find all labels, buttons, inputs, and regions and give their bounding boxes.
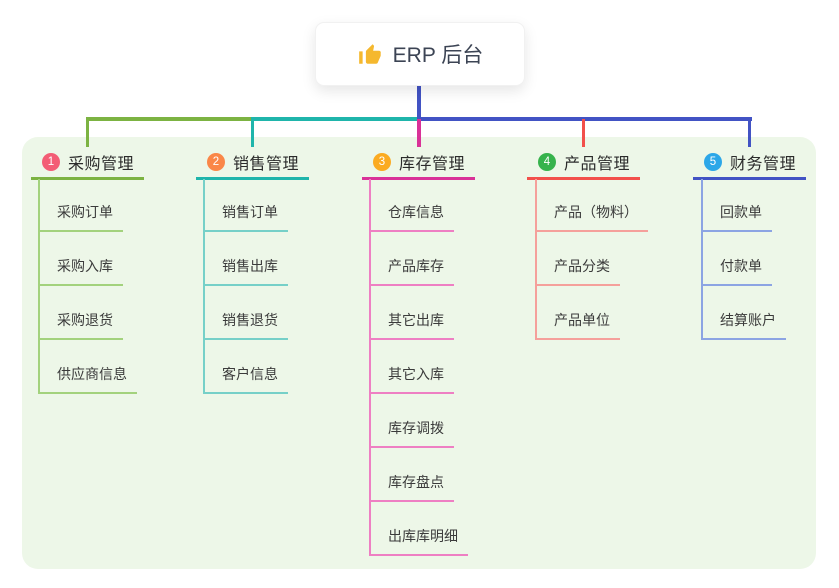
leaf-node[interactable]: 库存调拨 xyxy=(369,416,454,448)
leaf-node[interactable]: 销售订单 xyxy=(203,200,288,232)
branch1-number-badge: 1 xyxy=(42,153,60,171)
leaf-label: 销售出库 xyxy=(222,258,278,274)
leaf-node[interactable]: 出库库明细 xyxy=(369,524,468,556)
branch1-child-rail xyxy=(38,179,40,394)
branch4-title: 产品管理 xyxy=(564,156,631,173)
branch-node-product[interactable]: 4 产品管理 xyxy=(527,147,640,180)
leaf-node[interactable]: 其它入库 xyxy=(369,362,454,394)
leaf-node[interactable]: 销售退货 xyxy=(203,308,288,340)
branch5-title: 财务管理 xyxy=(730,156,797,173)
leaf-label: 产品单位 xyxy=(554,312,610,328)
leaf-node[interactable]: 库存盘点 xyxy=(369,470,454,502)
leaf-label: 出库库明细 xyxy=(388,528,458,544)
branch5-number-badge: 5 xyxy=(704,153,722,171)
branch4-number-badge: 4 xyxy=(538,153,556,171)
branch1-title: 采购管理 xyxy=(68,156,135,173)
leaf-label: 其它出库 xyxy=(388,312,444,328)
leaf-label: 产品库存 xyxy=(388,258,444,274)
leaf-label: 产品（物料） xyxy=(554,204,638,220)
leaf-label: 产品分类 xyxy=(554,258,610,274)
branch2-drop-line xyxy=(251,119,254,147)
leaf-node[interactable]: 采购订单 xyxy=(38,200,123,232)
leaf-node[interactable]: 供应商信息 xyxy=(38,362,137,394)
leaf-node[interactable]: 采购入库 xyxy=(38,254,123,286)
branch3-drop-line xyxy=(417,119,421,147)
bus-line-green xyxy=(86,117,252,121)
leaf-node[interactable]: 结算账户 xyxy=(701,308,786,340)
branch-node-sales[interactable]: 2 销售管理 xyxy=(196,147,309,180)
branch4-drop-line xyxy=(582,119,585,147)
leaf-label: 回款单 xyxy=(720,204,762,220)
leaf-label: 采购入库 xyxy=(57,258,113,274)
leaf-node[interactable]: 产品库存 xyxy=(369,254,454,286)
leaf-node[interactable]: 其它出库 xyxy=(369,308,454,340)
branch3-title: 库存管理 xyxy=(399,156,466,173)
leaf-label: 采购订单 xyxy=(57,204,113,220)
branch2-number-badge: 2 xyxy=(207,153,225,171)
branch2-title: 销售管理 xyxy=(233,156,300,173)
leaf-node[interactable]: 回款单 xyxy=(701,200,772,232)
leaf-label: 客户信息 xyxy=(222,366,278,382)
leaf-label: 其它入库 xyxy=(388,366,444,382)
branch1-drop-line xyxy=(86,119,89,147)
leaf-node[interactable]: 产品分类 xyxy=(535,254,620,286)
leaf-label: 库存调拨 xyxy=(388,420,444,436)
leaf-node[interactable]: 客户信息 xyxy=(203,362,288,394)
branch2-child-rail xyxy=(203,179,205,394)
branch-node-finance[interactable]: 5 财务管理 xyxy=(693,147,806,180)
leaf-label: 仓库信息 xyxy=(388,204,444,220)
branch3-number-badge: 3 xyxy=(373,153,391,171)
leaf-node[interactable]: 采购退货 xyxy=(38,308,123,340)
branch5-child-rail xyxy=(701,179,703,340)
branch4-child-rail xyxy=(535,179,537,340)
bus-line-teal xyxy=(251,117,419,121)
root-node[interactable]: ERP 后台 xyxy=(315,22,525,86)
branch5-drop-line xyxy=(748,119,751,147)
root-title: ERP 后台 xyxy=(392,44,484,67)
leaf-node[interactable]: 仓库信息 xyxy=(369,200,454,232)
leaf-label: 库存盘点 xyxy=(388,474,444,490)
leaf-label: 供应商信息 xyxy=(57,366,127,382)
leaf-label: 销售订单 xyxy=(222,204,278,220)
leaf-label: 结算账户 xyxy=(720,312,776,328)
leaf-node[interactable]: 产品（物料） xyxy=(535,200,648,232)
branches-background-panel xyxy=(22,137,816,569)
branch-node-purchase[interactable]: 1 采购管理 xyxy=(31,147,144,180)
leaf-node[interactable]: 销售出库 xyxy=(203,254,288,286)
branch-node-inventory[interactable]: 3 库存管理 xyxy=(362,147,475,180)
branch3-child-rail xyxy=(369,179,371,556)
root-connector-line xyxy=(417,84,421,121)
leaf-node[interactable]: 产品单位 xyxy=(535,308,620,340)
leaf-node[interactable]: 付款单 xyxy=(701,254,772,286)
leaf-label: 销售退货 xyxy=(222,312,278,328)
leaf-label: 采购退货 xyxy=(57,312,113,328)
thumbs-up-icon xyxy=(357,41,383,67)
leaf-label: 付款单 xyxy=(720,258,762,274)
